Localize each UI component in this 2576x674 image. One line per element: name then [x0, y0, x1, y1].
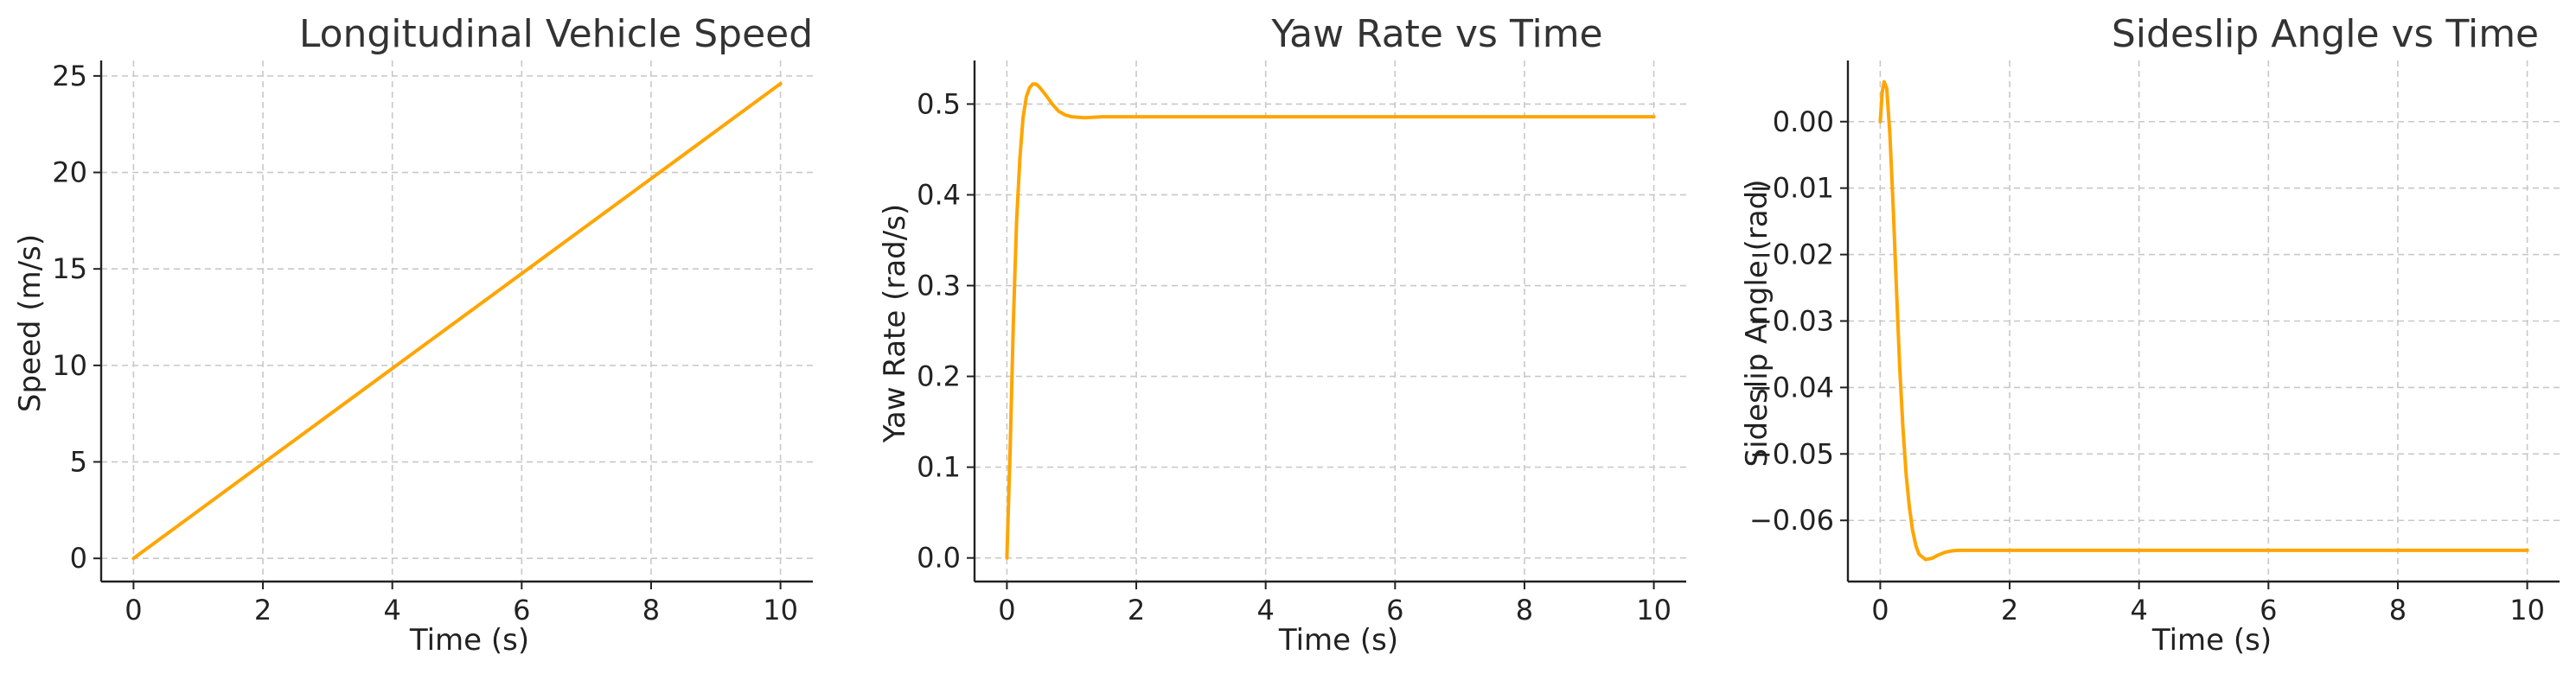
- yaw-rate-ytick-label: 0.5: [917, 87, 961, 120]
- sideslip-ytick-label: 0.00: [1773, 105, 1834, 138]
- sideslip-xlabel: Time (s): [2151, 623, 2272, 658]
- yaw-rate-ytick-label: 0.2: [917, 360, 961, 393]
- yaw-rate-xlabel: Time (s): [1278, 623, 1398, 658]
- sideslip-ytick-label: −0.05: [1749, 437, 1834, 470]
- speed-ytick-label: 20: [52, 156, 87, 189]
- speed-xtick-label: 10: [763, 594, 798, 626]
- sideslip-ytick-label: −0.02: [1749, 238, 1834, 271]
- sideslip-ytick-label: −0.04: [1749, 371, 1834, 404]
- speed-ytick-label: 0: [70, 542, 87, 575]
- yaw-rate-panel: Yaw Rate vs Time Time (s) Yaw Rate (rad/…: [878, 12, 1686, 658]
- speed-xtick-label: 2: [254, 594, 272, 626]
- speed-xlabel: Time (s): [409, 623, 529, 658]
- speed-series-line: [131, 81, 783, 561]
- yaw-rate-ylabel: Yaw Rate (rad/s): [878, 204, 912, 443]
- yaw-rate-xtick-label: 2: [1128, 594, 1145, 626]
- yaw-rate-xtick-label: 0: [998, 594, 1015, 626]
- sideslip-xtick-label: 0: [1871, 594, 1889, 626]
- yaw-rate-title: Yaw Rate vs Time: [1270, 12, 1602, 56]
- yaw-rate-xtick-label: 10: [1636, 594, 1672, 626]
- sideslip-panel: Sideslip Angle vs Time Time (s) Sideslip…: [1740, 12, 2560, 658]
- sideslip-ytick-label: −0.06: [1749, 504, 1834, 537]
- speed-ylabel: Speed (m/s): [13, 234, 48, 412]
- speed-panel: Longitudinal Vehicle Speed Time (s) Spee…: [13, 12, 813, 658]
- yaw-rate-ytick-label: 0.0: [917, 542, 961, 575]
- yaw-rate-xtick-label: 8: [1516, 594, 1533, 626]
- sideslip-xtick-label: 6: [2260, 594, 2277, 626]
- sideslip-xtick-label: 2: [2001, 594, 2018, 626]
- yaw-rate-xtick-label: 4: [1257, 594, 1275, 626]
- sideslip-series-line: [1878, 79, 2529, 562]
- speed-xtick-label: 8: [642, 594, 660, 626]
- speed-ytick-label: 15: [52, 252, 87, 285]
- speed-xtick-label: 0: [125, 594, 142, 626]
- speed-xtick-label: 4: [384, 594, 401, 626]
- yaw-rate-ytick-label: 0.4: [917, 178, 961, 211]
- speed-ytick-label: 5: [70, 446, 87, 479]
- sideslip-ytick-label: −0.03: [1749, 305, 1834, 338]
- yaw-rate-ytick-label: 0.1: [917, 451, 961, 484]
- speed-ytick-label: 25: [52, 60, 87, 92]
- sideslip-title: Sideslip Angle vs Time: [2112, 12, 2539, 56]
- sideslip-ytick-label: −0.01: [1749, 172, 1834, 205]
- yaw-rate-ytick-label: 0.3: [917, 270, 961, 302]
- speed-title: Longitudinal Vehicle Speed: [299, 12, 813, 56]
- speed-xtick-label: 6: [513, 594, 530, 626]
- speed-ytick-label: 10: [52, 349, 87, 382]
- yaw-rate-xtick-label: 6: [1386, 594, 1403, 626]
- sideslip-xtick-label: 8: [2389, 594, 2407, 626]
- sideslip-ylabel: Sideslip Angle (rad): [1740, 179, 1774, 467]
- sideslip-xtick-label: 10: [2509, 594, 2545, 626]
- sideslip-xtick-label: 4: [2131, 594, 2148, 626]
- yaw-rate-series-line: [1005, 82, 1656, 560]
